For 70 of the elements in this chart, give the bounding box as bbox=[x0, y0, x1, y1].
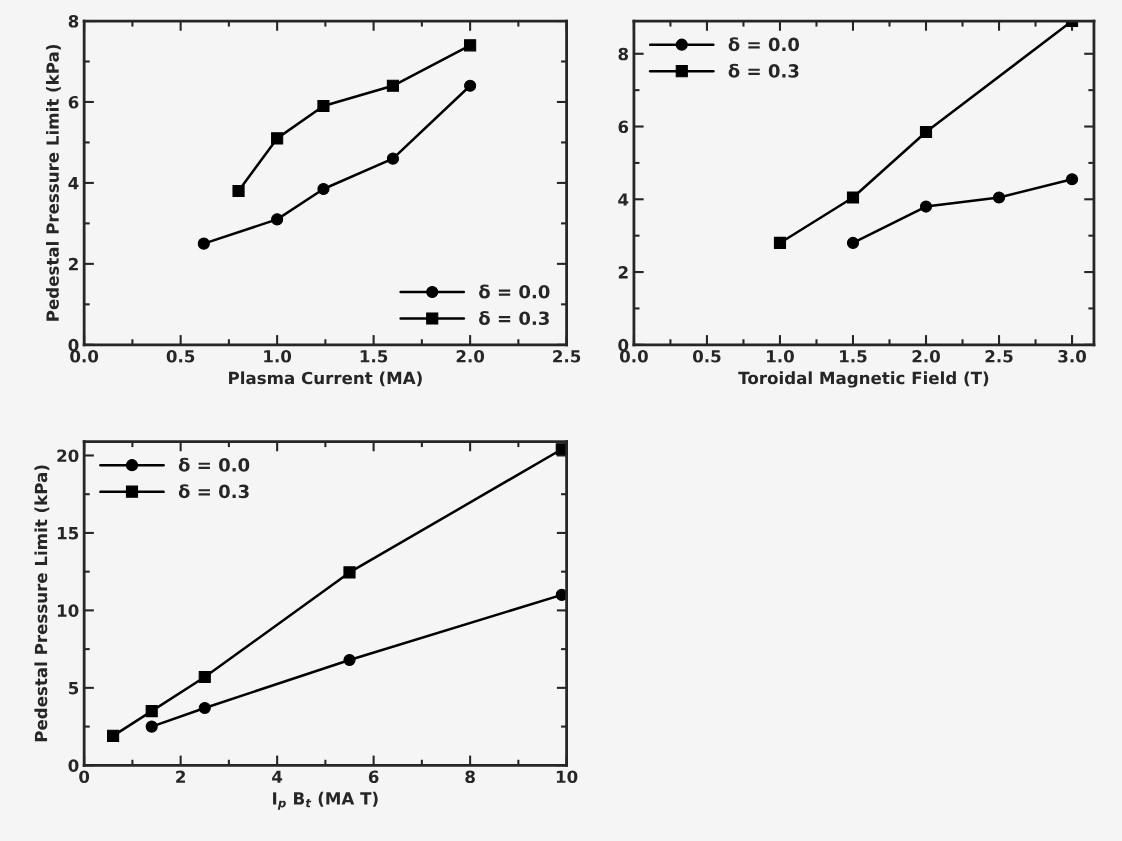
point bbox=[145, 720, 158, 733]
x-tick-label: 1.5 bbox=[840, 350, 867, 363]
point bbox=[271, 213, 284, 226]
point bbox=[846, 236, 860, 250]
x-tick-label: 1.0 bbox=[767, 349, 794, 363]
x-tick-label: 1.5 bbox=[360, 350, 388, 363]
x-tick-label: 3.0 bbox=[1058, 349, 1087, 363]
point bbox=[464, 79, 477, 92]
y-tick-label: 0 bbox=[68, 759, 79, 772]
legend-label: δ = 0.0 bbox=[728, 37, 800, 52]
x-axis-title: Toroidal Magnetic Field (T) bbox=[738, 371, 989, 388]
y-tick-label: 2 bbox=[69, 257, 78, 271]
x-tick-label: 8 bbox=[465, 770, 475, 784]
point bbox=[317, 99, 330, 113]
x-tick-label: 6 bbox=[368, 770, 379, 784]
x-tick-label: 0.0 bbox=[70, 349, 99, 363]
legend-label: δ = 0.3 bbox=[728, 63, 799, 78]
x-axis-title: Plasma Current (MA) bbox=[229, 371, 422, 387]
legend-label: δ = 0.3 bbox=[178, 484, 249, 499]
x-tick-label: 2.0 bbox=[456, 349, 485, 363]
y-axis-title: Pedestal Pressure Limit (kPa) bbox=[34, 465, 50, 742]
point bbox=[198, 670, 211, 684]
x-tick-label: 10 bbox=[556, 770, 578, 784]
x-tick-label: 0.5 bbox=[692, 349, 721, 363]
point bbox=[317, 182, 330, 196]
x-tick-label: 2.0 bbox=[912, 349, 940, 363]
point bbox=[555, 588, 567, 601]
point bbox=[145, 705, 158, 718]
y-tick-label: 2 bbox=[618, 266, 628, 279]
x-tick-label: 2.5 bbox=[553, 349, 581, 363]
legend-label: δ = 0.0 bbox=[178, 457, 250, 472]
y-tick-label: 20 bbox=[57, 449, 79, 463]
point bbox=[232, 184, 245, 198]
point bbox=[919, 200, 933, 213]
y-tick-label: 4 bbox=[618, 193, 629, 206]
y-tick-label: 10 bbox=[57, 604, 79, 617]
point bbox=[107, 729, 120, 742]
x-tick-label: 4 bbox=[272, 770, 283, 783]
point bbox=[919, 125, 933, 139]
point bbox=[343, 566, 356, 579]
point bbox=[773, 236, 787, 250]
y-tick-label: 15 bbox=[57, 527, 79, 540]
x-tick-label: 1.0 bbox=[264, 349, 292, 363]
point bbox=[1065, 173, 1079, 186]
y-tick-label: 6 bbox=[618, 120, 629, 134]
y-tick-label: 8 bbox=[618, 47, 629, 61]
point bbox=[197, 237, 210, 250]
point bbox=[464, 39, 477, 52]
x-tick-label: 0.5 bbox=[166, 349, 195, 363]
point bbox=[386, 79, 399, 92]
x-tick-label: 0.0 bbox=[619, 349, 648, 363]
point bbox=[992, 191, 1006, 204]
point bbox=[343, 653, 356, 667]
point bbox=[386, 152, 399, 165]
y-tick-label: 0 bbox=[618, 338, 629, 352]
point bbox=[198, 701, 211, 715]
point bbox=[271, 132, 284, 145]
y-tick-label: 5 bbox=[68, 682, 79, 695]
legend-label: δ = 0.3 bbox=[479, 310, 549, 326]
y-tick-label: 6 bbox=[68, 95, 79, 109]
y-axis-title: Pedestal Pressure Limit (kPa) bbox=[46, 45, 61, 321]
y-tick-label: 8 bbox=[68, 14, 79, 28]
point bbox=[846, 191, 860, 204]
x-axis-title: I$_{p}$ B$_{t}$ (MA T) bbox=[273, 791, 378, 810]
x-tick-label: 0 bbox=[79, 770, 90, 784]
x-tick-label: 2 bbox=[176, 770, 185, 783]
y-tick-label: 0 bbox=[68, 338, 79, 352]
x-tick-label: 2.5 bbox=[985, 349, 1013, 363]
legend-label: δ = 0.0 bbox=[479, 284, 550, 299]
y-tick-label: 4 bbox=[68, 177, 79, 190]
